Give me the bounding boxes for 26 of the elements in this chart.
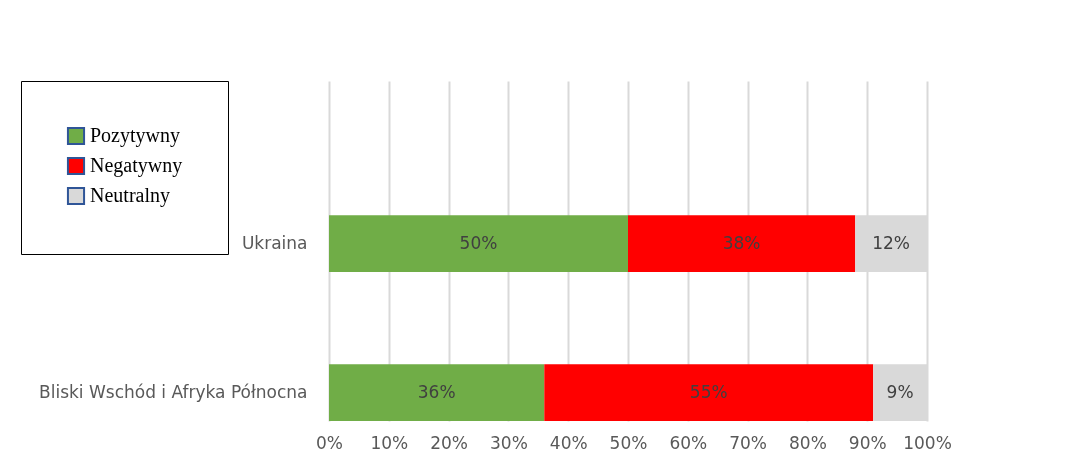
legend-label: Neutralny [90, 184, 170, 207]
x-tick-label: 80% [789, 432, 827, 453]
x-tick-label: 50% [609, 432, 648, 453]
bar [544, 364, 874, 421]
legend-label: Negatywny [90, 154, 183, 177]
x-tick-label: 40% [549, 432, 588, 453]
y-tick-label: Bliski Wschód i Afryka Północna [39, 381, 308, 402]
data-label: 50% [459, 232, 498, 253]
x-tick-label: 30% [490, 432, 528, 453]
x-tick-label: 70% [729, 432, 767, 453]
data-label: 36% [417, 381, 456, 402]
legend-label: Pozytywny [90, 124, 180, 147]
bar [628, 215, 856, 272]
bar [329, 364, 545, 421]
x-tick-label: 60% [669, 432, 708, 453]
data-label: 55% [689, 381, 728, 402]
x-tick-label: 90% [848, 432, 887, 453]
bar [329, 215, 628, 272]
x-tick-label: 10% [370, 432, 409, 453]
x-tick-label: 0% [316, 432, 343, 453]
data-label: 38% [722, 232, 761, 253]
x-tick-label: 20% [430, 432, 468, 453]
data-label: 9% [886, 381, 914, 402]
data-label: 12% [872, 232, 911, 253]
y-tick-label: Ukraina [241, 232, 308, 253]
x-tick-label: 100% [903, 432, 952, 453]
